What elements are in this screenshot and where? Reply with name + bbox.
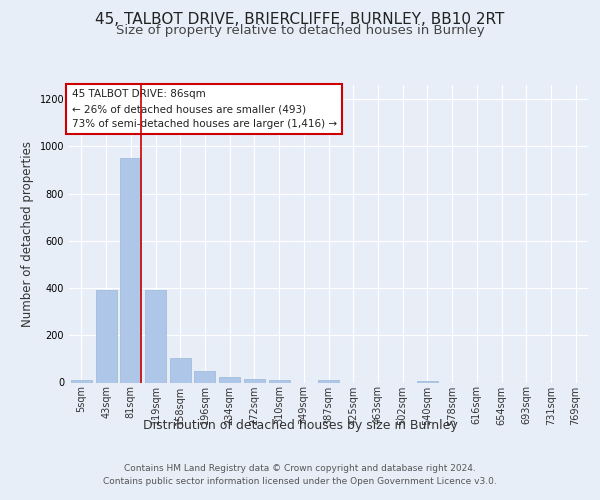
Text: Size of property relative to detached houses in Burnley: Size of property relative to detached ho… bbox=[116, 24, 484, 37]
Text: 45 TALBOT DRIVE: 86sqm
← 26% of detached houses are smaller (493)
73% of semi-de: 45 TALBOT DRIVE: 86sqm ← 26% of detached… bbox=[71, 90, 337, 129]
Bar bbox=[219, 376, 240, 382]
Y-axis label: Number of detached properties: Number of detached properties bbox=[21, 141, 34, 327]
Bar bbox=[318, 380, 339, 382]
Bar bbox=[417, 380, 438, 382]
Bar bbox=[170, 358, 191, 382]
Bar bbox=[145, 290, 166, 382]
Bar bbox=[95, 290, 116, 382]
Bar bbox=[71, 380, 92, 382]
Bar bbox=[244, 379, 265, 382]
Bar bbox=[120, 158, 141, 382]
Bar bbox=[194, 370, 215, 382]
Text: Contains public sector information licensed under the Open Government Licence v3: Contains public sector information licen… bbox=[103, 477, 497, 486]
Text: Contains HM Land Registry data © Crown copyright and database right 2024.: Contains HM Land Registry data © Crown c… bbox=[124, 464, 476, 473]
Bar bbox=[269, 380, 290, 382]
Text: Distribution of detached houses by size in Burnley: Distribution of detached houses by size … bbox=[143, 418, 457, 432]
Text: 45, TALBOT DRIVE, BRIERCLIFFE, BURNLEY, BB10 2RT: 45, TALBOT DRIVE, BRIERCLIFFE, BURNLEY, … bbox=[95, 12, 505, 28]
